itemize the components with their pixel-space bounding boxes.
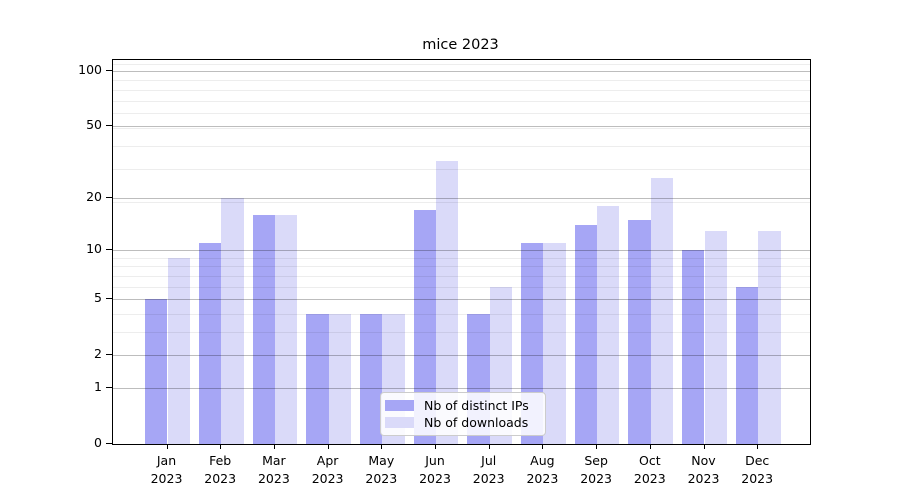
gridline-minor	[113, 113, 810, 115]
x-tick-label: May 2023	[365, 453, 398, 486]
y-tick-label: 5	[94, 290, 102, 306]
bar-aug-downloads	[543, 243, 566, 444]
y-tick-label: 10	[86, 241, 102, 257]
bar-jan-distinct-ips	[145, 299, 168, 444]
gridline-minor	[113, 286, 810, 288]
x-axis-tick	[649, 444, 651, 449]
x-tick-label: Jul 2023	[472, 453, 505, 486]
x-tick-label: Oct 2023	[633, 453, 666, 486]
bar-nov-downloads	[704, 230, 727, 444]
x-tick-label: Sep 2023	[580, 453, 612, 486]
bar-apr-downloads	[328, 313, 351, 444]
bar-dec-distinct-ips	[735, 286, 759, 444]
y-tick-label: 1	[94, 379, 102, 394]
gridline-minor	[113, 80, 810, 82]
bar-jun-distinct-ips	[413, 210, 436, 444]
gridline-major	[113, 250, 810, 252]
y-axis-tick	[106, 196, 112, 198]
gridline-minor	[113, 257, 810, 259]
gridline-minor	[113, 169, 810, 171]
x-tick-label: Apr 2023	[311, 453, 344, 486]
gridline-minor	[113, 275, 810, 277]
x-tick-label: Aug 2023	[526, 453, 559, 486]
bar-apr-distinct-ips	[306, 313, 329, 444]
bar-nov-distinct-ips	[682, 250, 705, 444]
x-axis-tick	[166, 444, 168, 449]
x-axis-tick	[488, 444, 490, 449]
plot-area	[112, 59, 811, 445]
y-tick-label: 20	[86, 188, 102, 204]
y-axis-tick	[106, 70, 112, 71]
y-axis-tick	[106, 354, 112, 356]
bar-jun-downloads	[436, 161, 459, 444]
y-tick-label: 2	[94, 346, 102, 362]
legend-swatch-downloads	[385, 417, 414, 428]
gridline-minor	[113, 127, 810, 129]
gridline-minor	[113, 313, 810, 315]
gridline-minor	[113, 201, 810, 203]
x-axis-tick	[703, 444, 705, 449]
x-axis-tick	[381, 444, 383, 449]
bar-feb-downloads	[221, 197, 244, 444]
gridline-minor	[113, 266, 810, 268]
legend-label-distinct-ips: Nb of distinct IPs	[424, 398, 529, 413]
gridline-minor	[113, 145, 810, 147]
gridline-major	[113, 299, 810, 301]
x-axis-tick	[542, 444, 544, 449]
x-tick-label: Nov 2023	[687, 453, 720, 486]
gridline-major	[113, 388, 810, 389]
y-axis-tick	[106, 298, 112, 300]
y-tick-label: 100	[78, 62, 102, 77]
x-axis-tick	[757, 444, 759, 449]
legend-row-downloads: Nb of downloads	[385, 415, 539, 430]
x-axis-tick	[435, 444, 436, 449]
gridline-major	[113, 355, 810, 357]
legend-swatch-distinct-ips	[385, 400, 414, 411]
legend-label-downloads: Nb of downloads	[424, 415, 529, 430]
y-tick-label: 50	[86, 117, 102, 133]
x-tick-label: Feb 2023	[204, 453, 237, 486]
gridline-minor	[113, 64, 810, 66]
bar-mar-downloads	[274, 215, 298, 444]
gridline-minor	[113, 89, 810, 91]
gridline-major	[113, 197, 810, 199]
y-axis-tick	[106, 125, 112, 127]
x-axis-tick	[596, 444, 598, 449]
x-axis-tick	[273, 444, 275, 449]
chart-title: mice 2023	[422, 37, 499, 53]
bar-feb-distinct-ips	[198, 243, 222, 444]
bar-mar-distinct-ips	[252, 215, 275, 444]
x-axis-tick	[220, 444, 222, 449]
x-tick-label: Mar 2023	[257, 453, 290, 486]
gridline-major	[113, 126, 810, 128]
bar-sep-distinct-ips	[574, 225, 598, 444]
legend-row-distinct-ips: Nb of distinct IPs	[385, 398, 539, 413]
bar-may-distinct-ips	[359, 313, 383, 444]
bar-oct-distinct-ips	[628, 219, 651, 444]
bar-jan-downloads	[167, 257, 190, 444]
x-tick-label: Jun 2023	[419, 453, 451, 486]
gridline-major	[113, 71, 810, 72]
x-tick-label: Jan 2023	[150, 453, 183, 486]
gridline-minor	[113, 332, 810, 333]
x-axis-tick	[327, 444, 329, 449]
gridline-minor	[113, 100, 810, 102]
y-tick-label: 0	[94, 435, 102, 450]
legend: Nb of distinct IPs Nb of downloads	[380, 392, 546, 436]
y-axis-tick	[106, 443, 112, 444]
y-axis-tick	[106, 387, 112, 388]
bar-sep-downloads	[597, 206, 620, 444]
x-tick-label: Dec 2023	[741, 453, 774, 486]
bar-oct-downloads	[650, 177, 674, 444]
y-axis-tick	[106, 249, 112, 251]
bar-dec-downloads	[758, 230, 781, 444]
